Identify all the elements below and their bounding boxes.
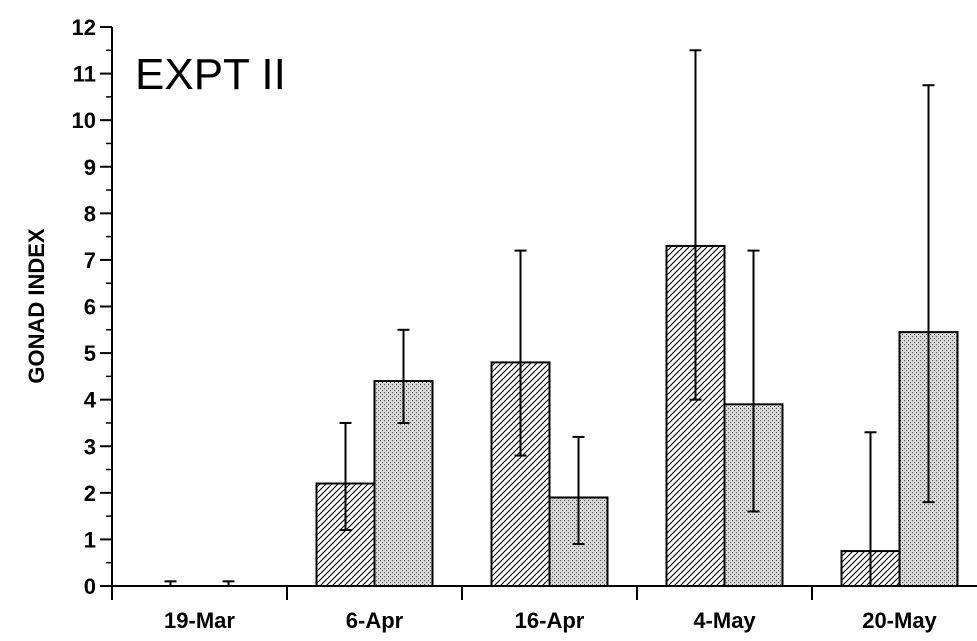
y-tick-label: 8 — [84, 201, 96, 226]
experiment-annotation: EXPT II — [135, 50, 286, 99]
y-tick-label: 10 — [72, 108, 96, 133]
y-tick-label: 6 — [84, 295, 96, 320]
y-tick-label: 0 — [84, 574, 96, 599]
error-bars — [164, 49, 935, 586]
x-category-label: 4-May — [693, 608, 756, 633]
x-category-label: 16-Apr — [515, 608, 585, 633]
y-tick-label: 5 — [84, 341, 96, 366]
axes — [100, 26, 977, 600]
y-tick-label: 1 — [84, 527, 96, 552]
y-tick-label: 11 — [73, 62, 96, 87]
x-category-label: 20-May — [862, 608, 937, 633]
y-tick-label: 9 — [84, 155, 96, 180]
bars — [315, 244, 959, 588]
y-axis-label: GONAD INDEX — [24, 228, 49, 384]
y-tick-label: 2 — [84, 481, 96, 506]
x-category-label: 19-Mar — [164, 608, 235, 633]
y-tick-label: 12 — [72, 15, 96, 40]
y-tick-label: 7 — [84, 248, 96, 273]
y-tick-label: 3 — [84, 434, 96, 459]
x-category-label: 6-Apr — [346, 608, 404, 633]
y-tick-label: 4 — [84, 388, 97, 413]
